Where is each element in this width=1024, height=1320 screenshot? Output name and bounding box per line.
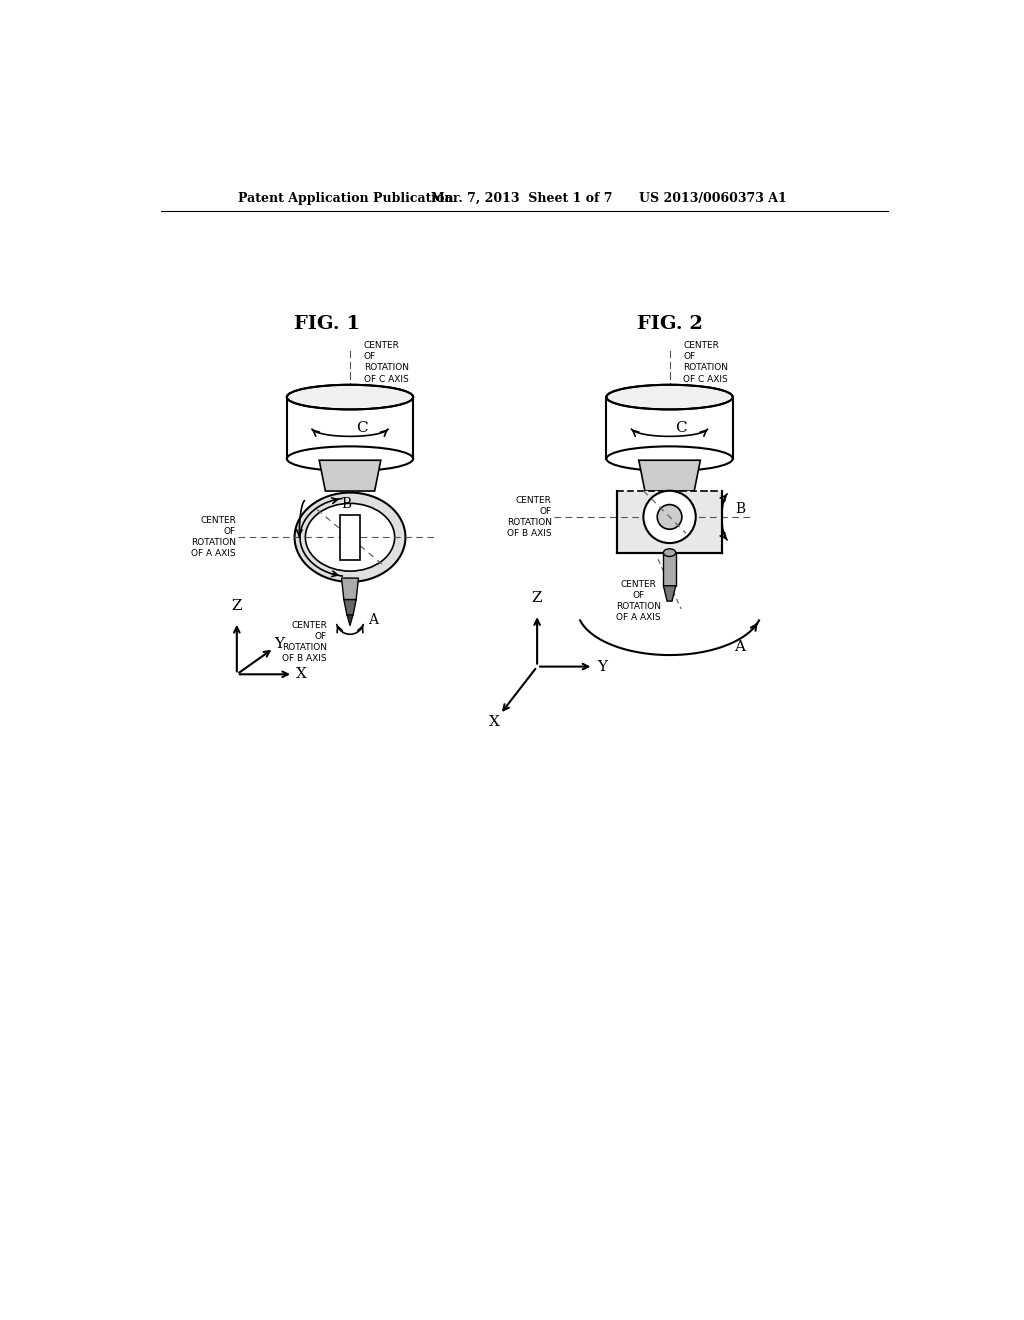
Text: C: C	[675, 421, 687, 434]
Text: CENTER
OF
ROTATION
OF A AXIS: CENTER OF ROTATION OF A AXIS	[616, 579, 662, 622]
Text: CENTER
OF
ROTATION
OF C AXIS: CENTER OF ROTATION OF C AXIS	[683, 342, 728, 384]
Polygon shape	[344, 599, 356, 615]
Text: X: X	[296, 668, 307, 681]
Ellipse shape	[289, 387, 412, 408]
Text: CENTER
OF
ROTATION
OF B AXIS: CENTER OF ROTATION OF B AXIS	[507, 496, 552, 539]
Text: Mar. 7, 2013  Sheet 1 of 7: Mar. 7, 2013 Sheet 1 of 7	[431, 191, 612, 205]
Polygon shape	[617, 491, 722, 553]
Text: Y: Y	[274, 636, 285, 651]
Text: CENTER
OF
ROTATION
OF B AXIS: CENTER OF ROTATION OF B AXIS	[282, 620, 327, 663]
Text: Z: Z	[531, 591, 543, 605]
Ellipse shape	[643, 491, 695, 543]
Polygon shape	[606, 397, 733, 459]
Text: A: A	[369, 614, 379, 627]
Text: FIG. 1: FIG. 1	[294, 315, 360, 333]
Ellipse shape	[608, 387, 731, 408]
Polygon shape	[664, 586, 676, 601]
Polygon shape	[342, 578, 358, 599]
Ellipse shape	[606, 385, 733, 409]
Text: A: A	[734, 640, 745, 655]
Text: X: X	[488, 715, 500, 729]
Ellipse shape	[305, 503, 394, 572]
Text: C: C	[355, 421, 368, 434]
Polygon shape	[340, 515, 360, 560]
Text: Z: Z	[231, 599, 242, 612]
Ellipse shape	[287, 385, 413, 409]
Polygon shape	[319, 461, 381, 491]
Ellipse shape	[295, 492, 406, 582]
Text: CENTER
OF
ROTATION
OF C AXIS: CENTER OF ROTATION OF C AXIS	[364, 342, 409, 384]
Ellipse shape	[657, 504, 682, 529]
Text: FIG. 2: FIG. 2	[637, 315, 702, 333]
Ellipse shape	[287, 446, 413, 471]
Polygon shape	[664, 553, 676, 586]
Polygon shape	[639, 461, 700, 491]
Ellipse shape	[606, 446, 733, 471]
Polygon shape	[287, 397, 413, 459]
Text: US 2013/0060373 A1: US 2013/0060373 A1	[639, 191, 786, 205]
Ellipse shape	[664, 549, 676, 557]
Text: Patent Application Publication: Patent Application Publication	[239, 191, 454, 205]
Polygon shape	[347, 615, 353, 626]
Text: Y: Y	[597, 660, 607, 673]
Text: CENTER
OF
ROTATION
OF A AXIS: CENTER OF ROTATION OF A AXIS	[191, 516, 237, 558]
Text: B: B	[736, 502, 745, 516]
Text: B: B	[341, 498, 351, 511]
